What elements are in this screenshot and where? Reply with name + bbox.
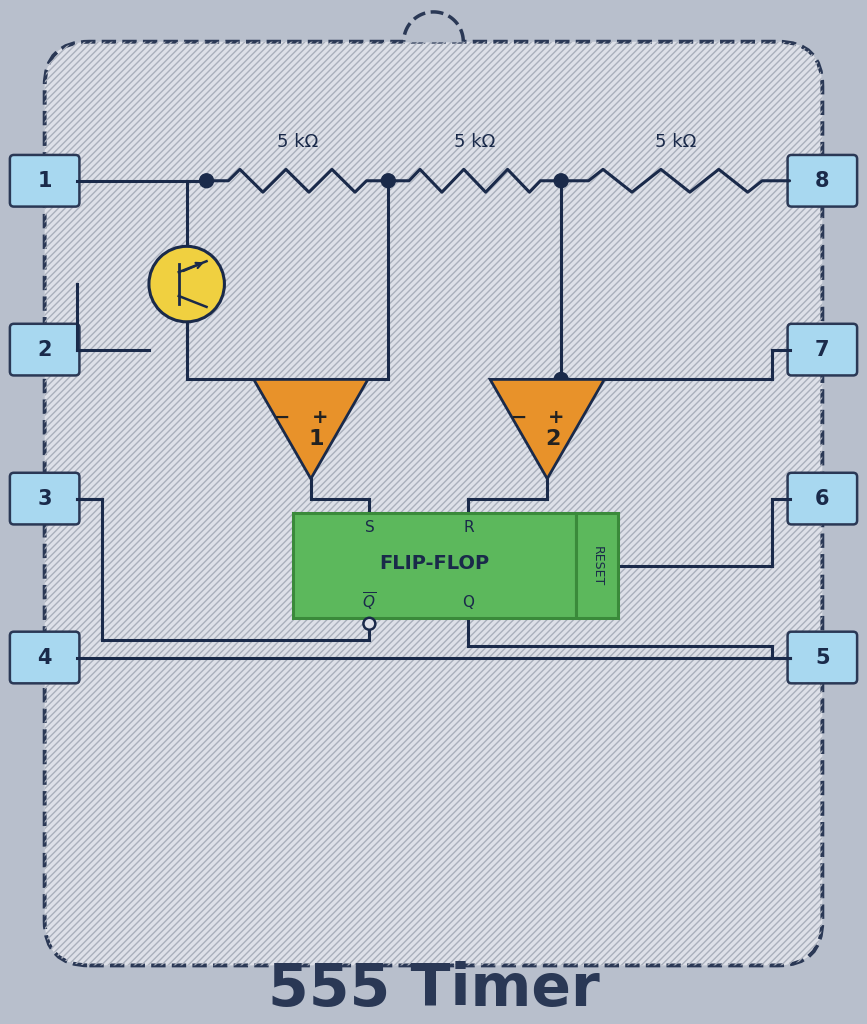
FancyBboxPatch shape	[10, 473, 80, 524]
Circle shape	[199, 174, 213, 187]
Circle shape	[149, 247, 225, 322]
FancyBboxPatch shape	[787, 324, 857, 376]
Text: 7: 7	[815, 340, 830, 359]
FancyBboxPatch shape	[787, 632, 857, 683]
Text: 4: 4	[37, 647, 52, 668]
FancyBboxPatch shape	[576, 513, 618, 617]
Text: RESET: RESET	[590, 546, 603, 586]
Polygon shape	[404, 12, 463, 42]
Text: 1: 1	[37, 171, 52, 190]
Circle shape	[381, 174, 395, 187]
Text: S: S	[364, 519, 375, 535]
Text: R: R	[463, 519, 473, 535]
Text: 8: 8	[815, 171, 830, 190]
Text: Q: Q	[462, 595, 474, 609]
Text: −: −	[511, 408, 527, 427]
Text: 5 kΩ: 5 kΩ	[454, 133, 495, 151]
Circle shape	[363, 617, 375, 630]
FancyBboxPatch shape	[10, 632, 80, 683]
Text: 5: 5	[815, 647, 830, 668]
Text: 2: 2	[37, 340, 52, 359]
Circle shape	[554, 174, 568, 187]
Text: FLIP-FLOP: FLIP-FLOP	[380, 554, 490, 573]
Polygon shape	[490, 380, 604, 479]
Circle shape	[554, 373, 568, 386]
Text: −: −	[274, 408, 290, 427]
Text: 5 kΩ: 5 kΩ	[655, 133, 696, 151]
Text: 2: 2	[545, 429, 561, 449]
FancyBboxPatch shape	[10, 324, 80, 376]
Text: $\overline{Q}$: $\overline{Q}$	[362, 591, 376, 613]
FancyBboxPatch shape	[45, 42, 822, 966]
FancyBboxPatch shape	[787, 473, 857, 524]
FancyBboxPatch shape	[10, 155, 80, 207]
FancyBboxPatch shape	[293, 513, 576, 617]
Polygon shape	[254, 380, 368, 479]
Text: 555 Timer: 555 Timer	[268, 961, 599, 1018]
Text: 3: 3	[37, 488, 52, 509]
Text: +: +	[548, 408, 564, 427]
Text: 6: 6	[815, 488, 830, 509]
Text: 1: 1	[309, 429, 324, 449]
FancyBboxPatch shape	[787, 155, 857, 207]
Text: 5 kΩ: 5 kΩ	[277, 133, 318, 151]
Text: +: +	[312, 408, 329, 427]
